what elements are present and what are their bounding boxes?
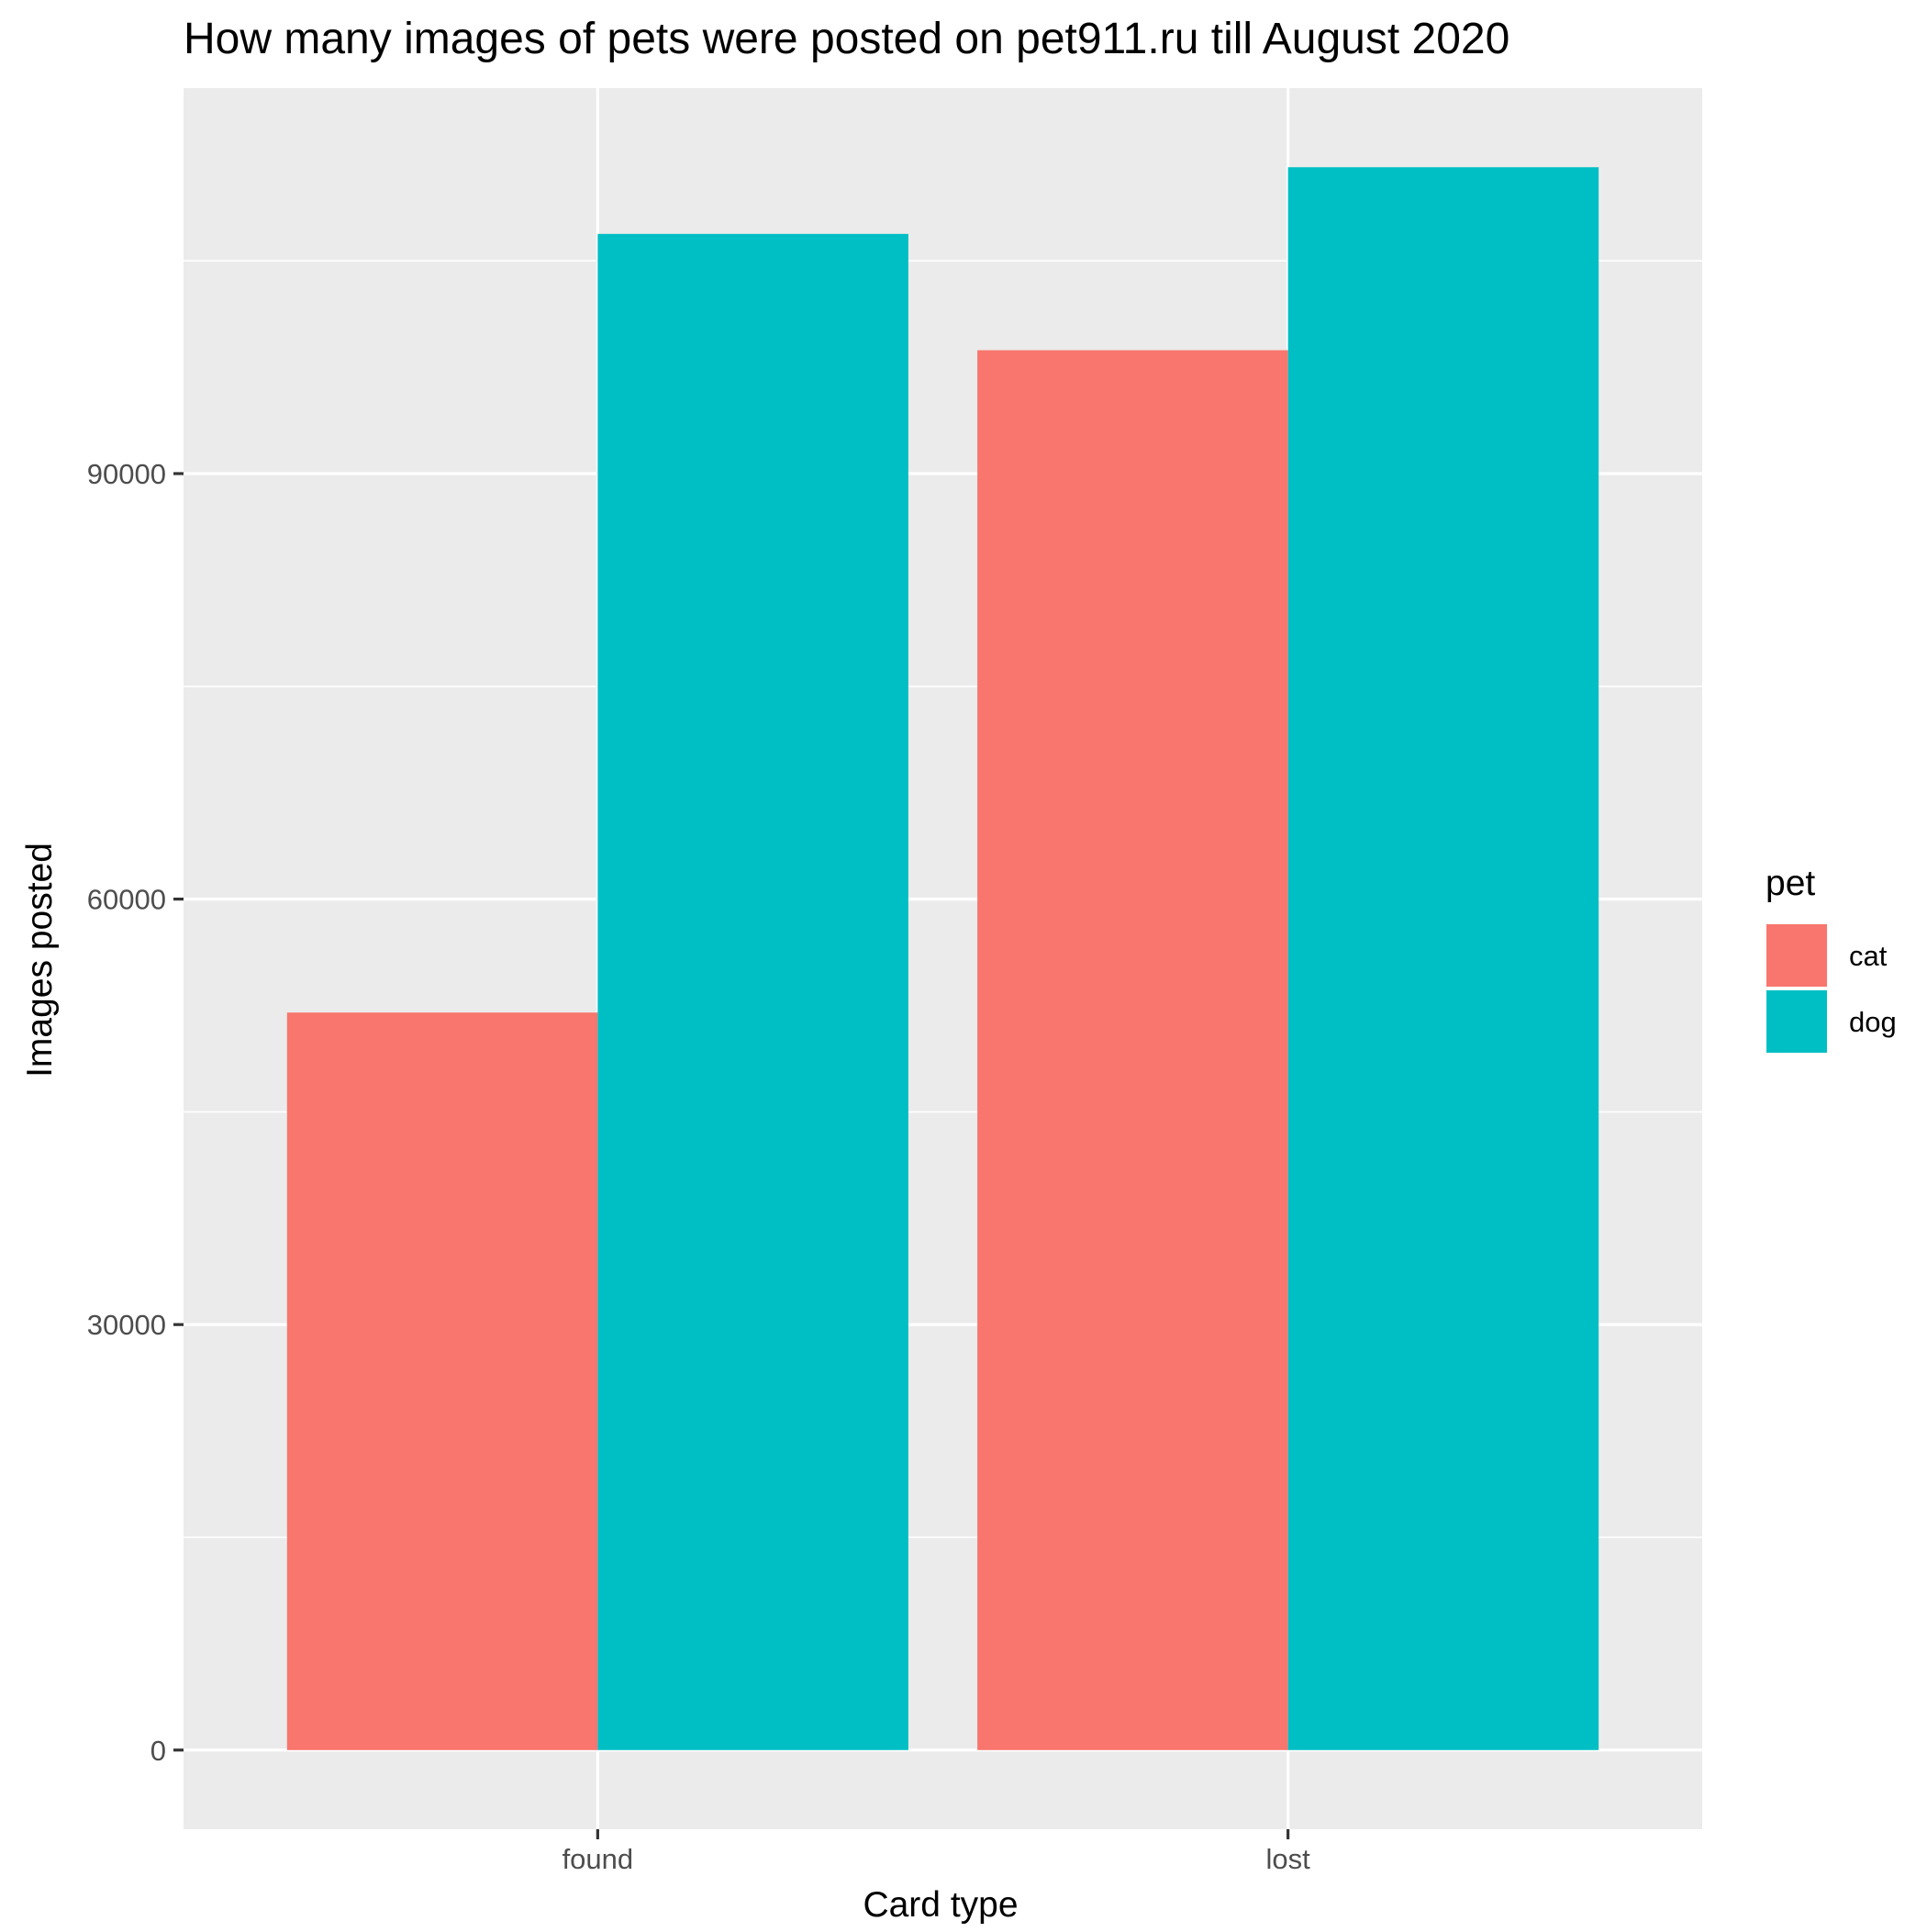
legend-label-cat: cat [1849, 940, 1888, 972]
y-tick-label: 30000 [87, 1309, 166, 1341]
bar-cat-found [286, 1012, 598, 1750]
x-axis-title: Card type [863, 1885, 1018, 1925]
y-tick-label: 0 [150, 1735, 166, 1767]
legend-title: pet [1765, 864, 1815, 903]
chart-title: How many images of pets were posted on p… [184, 15, 1509, 63]
bar-dog-lost [1287, 167, 1599, 1750]
legend-key-cat [1765, 922, 1829, 988]
bar-dog-found [597, 233, 908, 1750]
y-axis-title: Images posted [20, 843, 60, 1078]
y-tick-label: 60000 [87, 884, 166, 916]
legend-label-dog: dog [1849, 1006, 1897, 1038]
bar-cat-lost [977, 350, 1288, 1750]
legend-key-dog [1765, 988, 1829, 1055]
x-tick-label: lost [1266, 1843, 1311, 1875]
x-tick-label: found [563, 1843, 634, 1875]
y-tick-label: 90000 [87, 458, 166, 490]
